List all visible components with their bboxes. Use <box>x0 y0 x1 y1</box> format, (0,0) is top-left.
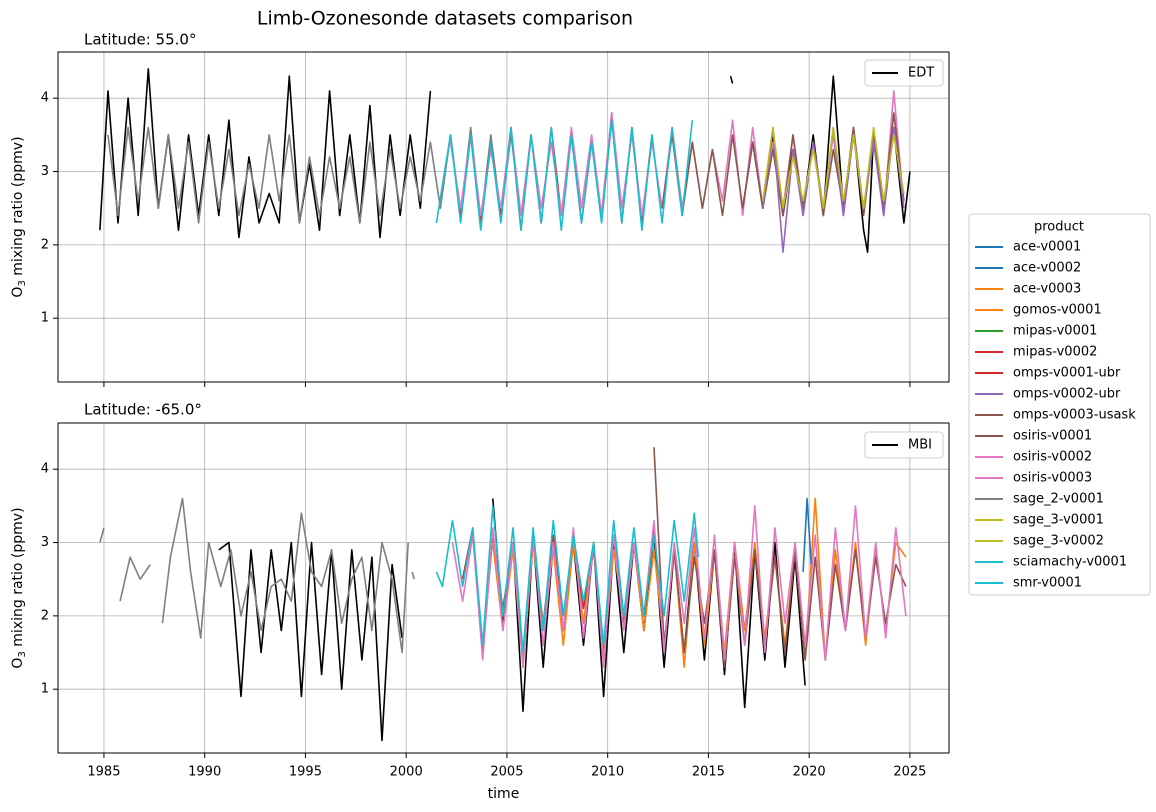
series-line <box>802 497 812 572</box>
y-axis-label-part: mixing ratio (ppmv) <box>10 507 26 651</box>
x-tick-label: 2000 <box>390 765 423 780</box>
y-axis-label-part: 3 <box>17 280 28 286</box>
y-axis-label: O3 mixing ratio (ppmv) <box>10 507 28 668</box>
x-tick-label: 2020 <box>793 765 826 780</box>
y-tick-label: 2 <box>41 608 49 623</box>
legend-label: MBI <box>908 438 932 453</box>
legend-box <box>864 59 944 87</box>
x-tick-label: 1995 <box>289 765 322 780</box>
legend-label: smr-v0001 <box>1013 576 1082 591</box>
legend-label: ace-v0001 <box>1013 240 1081 255</box>
y-axis-label: O3 mixing ratio (ppmv) <box>10 136 28 297</box>
x-tick-label: 2015 <box>692 765 725 780</box>
legend-label: osiris-v0002 <box>1013 450 1092 465</box>
figure-title: Limb-Ozonesonde datasets comparison <box>257 8 633 30</box>
x-tick-label: 1985 <box>87 765 120 780</box>
x-tick-label: 2025 <box>893 765 926 780</box>
series-line <box>218 498 806 742</box>
series-line <box>451 505 907 668</box>
legend-label: ace-v0003 <box>1013 282 1081 297</box>
legend-label: mipas-v0002 <box>1013 345 1097 360</box>
legend-label: mipas-v0001 <box>1013 324 1097 339</box>
x-tick-label: 2010 <box>591 765 624 780</box>
legend-label: omps-v0001-ubr <box>1013 366 1121 381</box>
y-axis-label-part: mixing ratio (ppmv) <box>10 136 26 280</box>
x-axis-label: time <box>488 786 520 802</box>
plot-frame <box>57 51 950 383</box>
legend-label: gomos-v0001 <box>1013 303 1102 318</box>
series-line <box>435 119 694 231</box>
plot-frame <box>57 422 950 754</box>
y-tick-label: 3 <box>41 164 49 179</box>
x-tick-label: 2005 <box>490 765 523 780</box>
legend-box <box>864 431 944 459</box>
y-axis-label-part: O <box>10 287 26 298</box>
y-axis-label-part: O <box>10 658 26 669</box>
series-line <box>99 497 415 654</box>
legend-label: EDT <box>908 66 934 81</box>
series-line <box>762 126 905 209</box>
x-tick-label: 1990 <box>188 765 221 780</box>
legend-label: sciamachy-v0001 <box>1013 555 1127 570</box>
y-tick-label: 1 <box>41 311 49 326</box>
series-line <box>99 68 911 253</box>
y-tick-label: 4 <box>41 91 49 106</box>
y-tick-label: 1 <box>41 682 49 697</box>
legend-label: osiris-v0003 <box>1013 471 1092 486</box>
legend-label: sage_3-v0001 <box>1013 513 1104 528</box>
legend-label: omps-v0003-usask <box>1013 408 1136 423</box>
series-line <box>661 112 905 217</box>
legend-label: ace-v0002 <box>1013 261 1081 276</box>
panel-title: Latitude: -65.0° <box>84 401 202 419</box>
panel-title: Latitude: 55.0° <box>84 31 196 49</box>
y-tick-label: 3 <box>41 535 49 550</box>
y-tick-label: 4 <box>41 462 49 477</box>
legend-label: sage_2-v0001 <box>1013 492 1104 507</box>
legend-title: product <box>1034 220 1084 235</box>
legend-label: omps-v0002-ubr <box>1013 387 1121 402</box>
legend-label: sage_3-v0002 <box>1013 534 1104 549</box>
series-line <box>435 505 700 654</box>
y-tick-label: 2 <box>41 237 49 252</box>
y-axis-label-part: 3 <box>17 651 28 657</box>
legend-box <box>968 213 1151 596</box>
legend-label: osiris-v0001 <box>1013 429 1092 444</box>
